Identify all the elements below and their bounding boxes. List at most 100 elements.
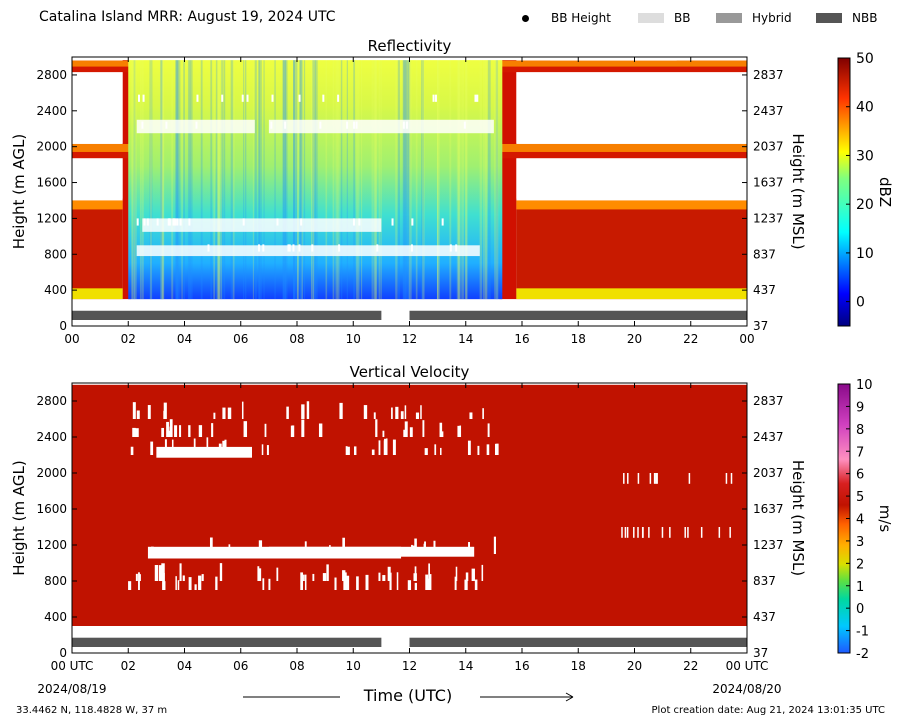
rain-streak [162,57,165,300]
rain-streak [293,57,295,300]
data-gap [486,444,490,455]
data-gap [242,218,245,226]
data-gap [441,431,444,437]
y-tick-label: 1200 [36,211,67,225]
rain-streak [171,57,174,300]
rain-streak [210,57,213,300]
data-gap [623,473,625,484]
data-gap [454,576,457,590]
x-tick-label: 14 [458,332,473,346]
data-gap [338,244,341,252]
rain-streak [175,57,179,300]
data-gap [363,405,368,419]
y-tick-label: 1600 [36,176,67,190]
data-gap [246,94,249,102]
legend-swatch [638,13,664,23]
rain-streak [408,57,412,300]
rain-streak [465,57,468,300]
data-gap [224,439,227,455]
data-gap [428,563,430,581]
rain-streak [187,57,191,300]
rain-streak [346,57,349,300]
y-tick-label: 1200 [36,538,67,552]
data-gap [653,473,656,484]
panel-title: Reflectivity [368,37,452,55]
rain-streak [299,57,302,300]
data-gap [138,574,141,581]
data-gap [135,573,138,581]
data-gap [439,422,443,437]
data-gap [303,574,305,581]
rain-streak [282,57,286,300]
x-tick-label: 12 [402,332,417,346]
rain-streak [132,57,135,300]
data-gap [425,574,429,590]
data-gap [156,446,252,458]
layer-fringe [516,200,747,210]
rain-streak [183,57,185,300]
rain-streak [232,57,235,300]
data-gap [196,94,199,102]
rain-streak [395,57,398,300]
data-gap [172,218,175,226]
x-tick-label: 04 [177,332,192,346]
data-gap [342,537,345,554]
rain-streak [220,57,223,300]
colorbar-tick-label: 40 [856,100,874,116]
legend-swatch [716,13,742,23]
colorbar-tick-label: 0 [856,295,865,311]
data-gap [141,121,144,129]
y-tick-label-right: 1637 [753,176,784,190]
data-gap [411,544,413,554]
y-axis-label: Height (m AGL) [10,134,28,249]
data-gap [637,473,640,484]
data-gap [276,218,279,226]
rain-streak [337,57,340,300]
legend-item-bb-height: BB Height [522,11,611,25]
data-gap [142,218,382,232]
data-gap [403,429,406,437]
y-tick-label-right: 2037 [753,466,784,480]
rain-streak [175,57,178,300]
colorbar-tick-label: 30 [856,148,874,164]
data-gap [410,244,413,252]
data-gap [365,574,369,590]
y-tick-label: 2000 [36,140,67,154]
region-low-cloud-early [72,200,123,300]
rain-streak [252,57,254,300]
data-gap [649,473,652,484]
y-tick-label-right: 2837 [753,394,784,408]
data-gap [414,566,417,581]
data-gap [655,473,657,484]
rain-streak [296,57,299,300]
rain-streak [487,57,491,300]
data-gap [474,579,478,590]
legend-item-hybrid: Hybrid [716,11,792,25]
rain-streak [215,57,218,300]
start-date-label: 2024/08/19 [37,682,106,696]
data-gap [404,405,407,419]
data-gap [221,94,224,102]
rain-streak [313,57,315,300]
data-gap [424,541,426,554]
legend-item-bb: BB [638,11,690,25]
data-gap [382,575,386,581]
data-gap [218,443,222,455]
x-tick-label: 18 [571,659,586,673]
colorbar-tick-label: 3 [856,535,864,550]
data-gap [179,425,182,437]
rain-streak [294,57,298,300]
data-gap [373,412,376,419]
y-tick-label: 1600 [36,502,67,516]
rain-streak [485,57,488,300]
y-tick-label-right: 2437 [753,430,784,444]
y-tick-label: 800 [44,247,67,261]
data-gap [243,421,248,437]
data-gap [637,527,639,538]
colorbar-tick-label: -2 [856,647,869,662]
data-gap [449,244,452,252]
y-tick-label-right: 2037 [753,140,784,154]
y-tick-label: 2400 [36,104,67,118]
rain-streak [456,57,459,300]
